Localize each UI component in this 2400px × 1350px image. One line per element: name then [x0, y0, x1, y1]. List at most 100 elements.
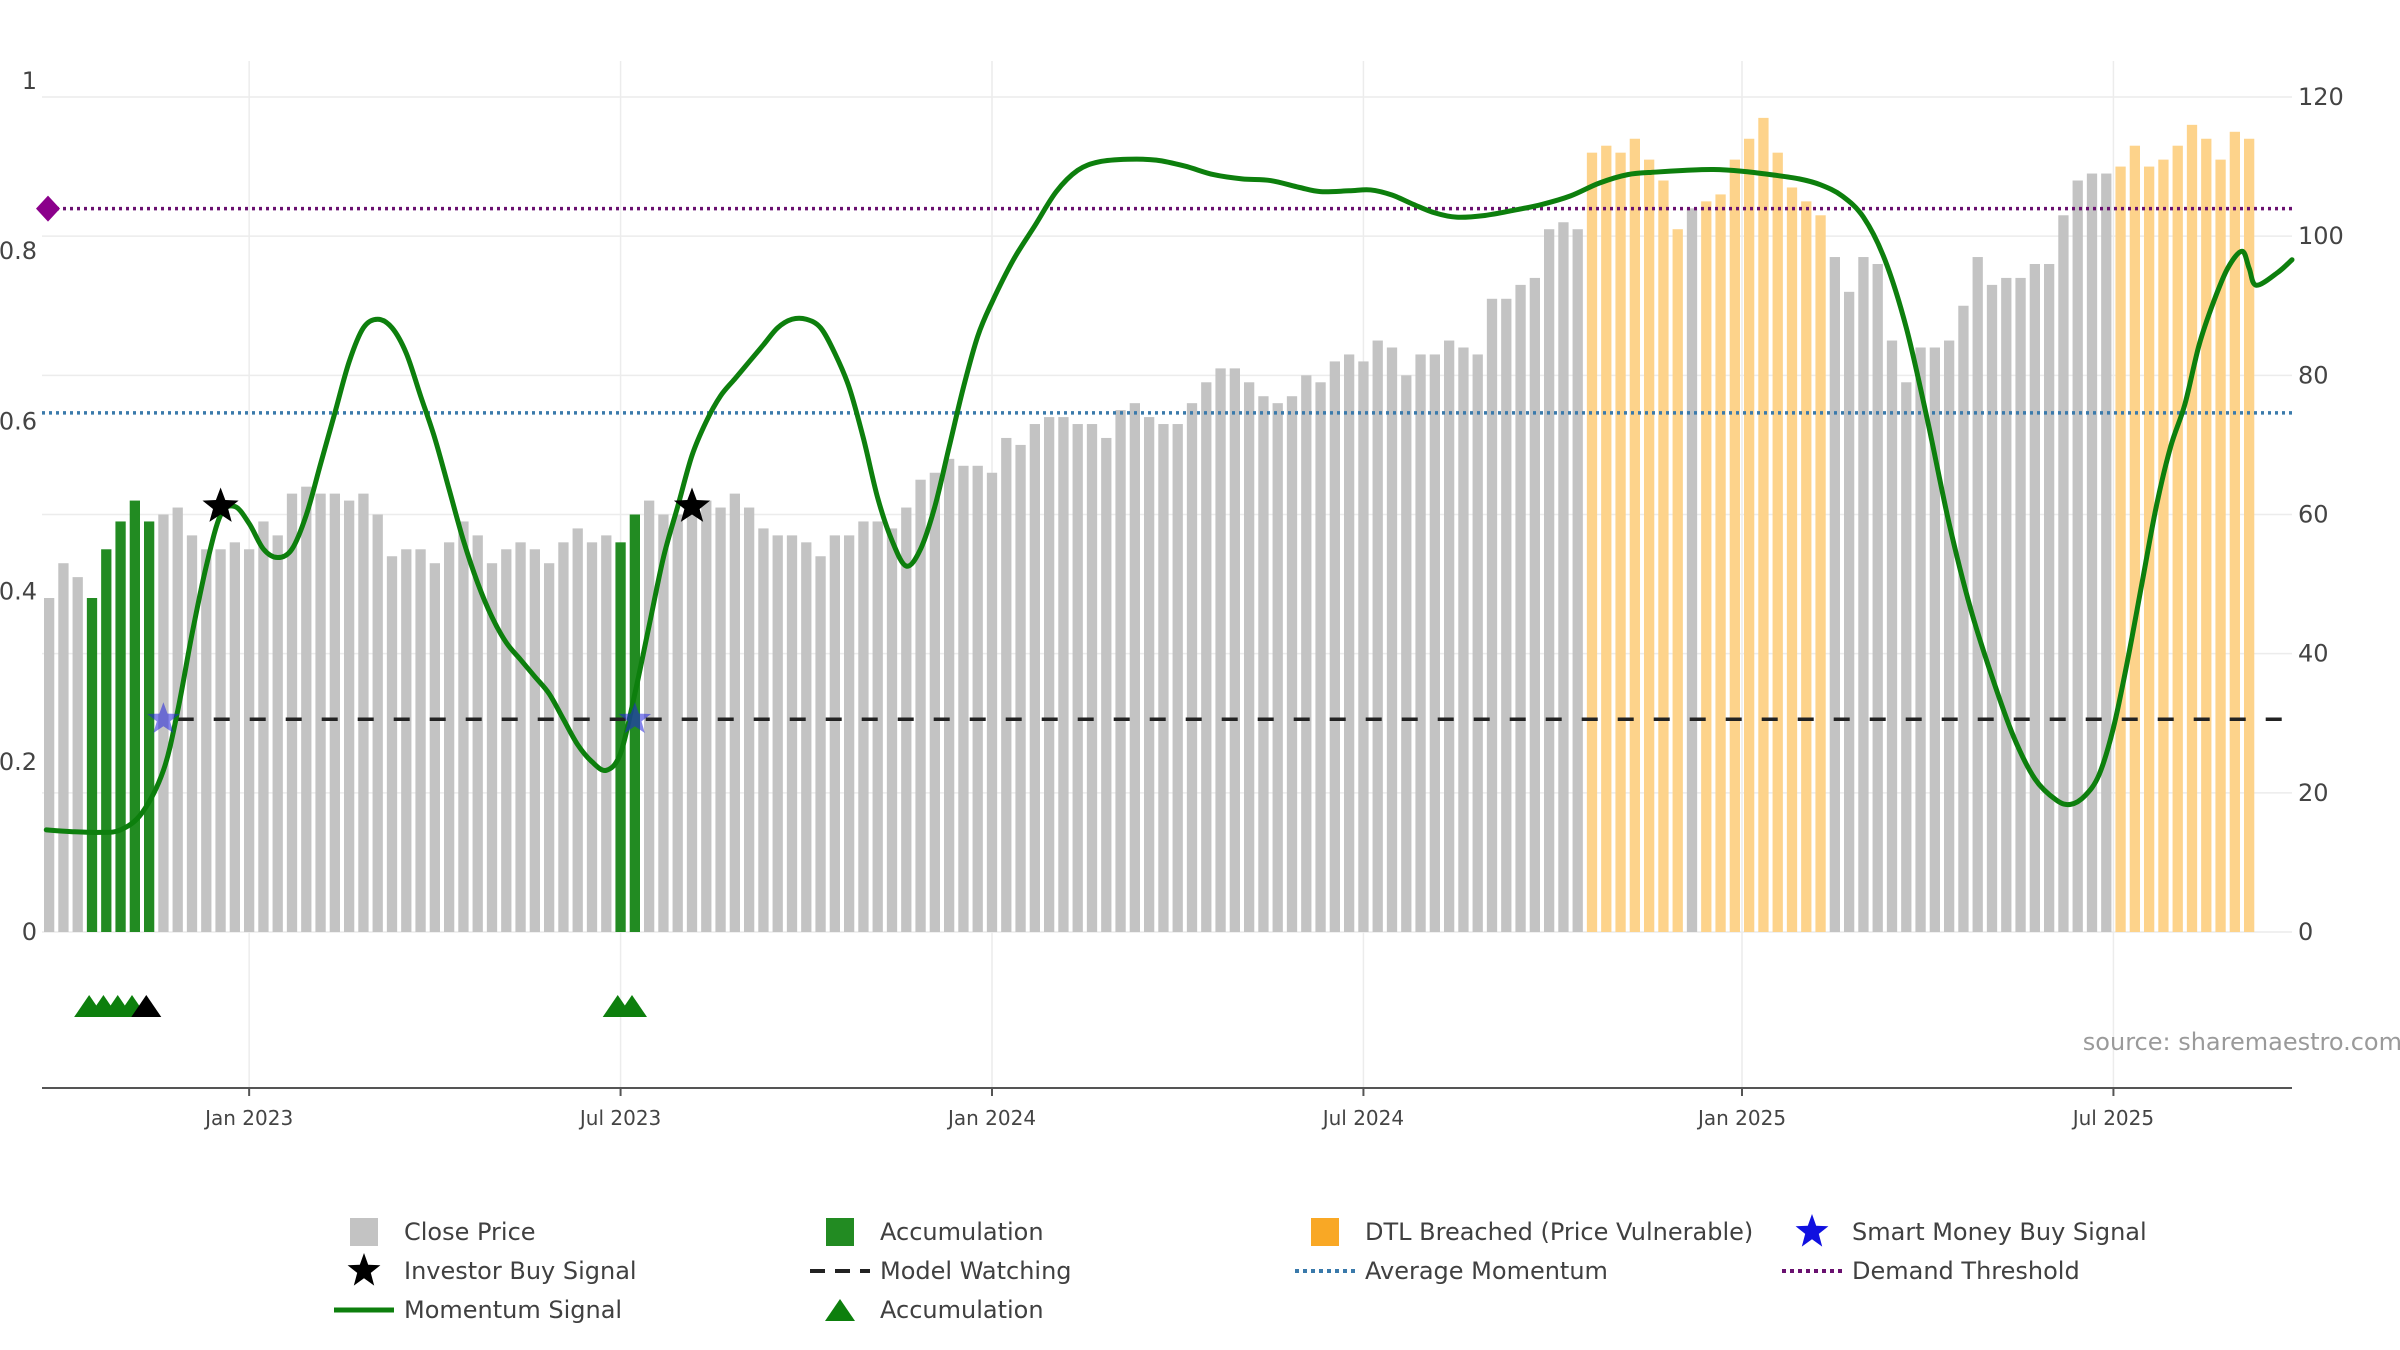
close-price-bar: [972, 465, 983, 932]
close-price-bar: [1044, 417, 1055, 932]
close-price-bar: [1958, 305, 1969, 932]
right-axis-tick-label: 0: [2298, 918, 2313, 946]
close-price-bar: [529, 549, 540, 932]
close-price-bar: [1844, 291, 1855, 932]
left-axis-tick-label: 0.4: [0, 578, 37, 606]
close-price-bar: [1329, 361, 1340, 933]
legend-label: Demand Threshold: [1852, 1256, 2080, 1285]
close-price-bar: [515, 542, 526, 932]
left-axis-tick-label: 0: [22, 918, 37, 946]
close-price-bar: [1244, 382, 1255, 933]
chart: Jan 2023 Jul 2023 Jan 2024 Jul 2024 Jan 2025…: [0, 61, 2400, 1130]
close-price-bar: [1629, 138, 1640, 932]
close-price-bar: [86, 598, 98, 932]
close-price-bar: [2244, 138, 2255, 932]
x-tick-label: Jul 2025: [2071, 1106, 2154, 1130]
close-price-bar: [1472, 354, 1483, 932]
close-price-bar: [58, 563, 69, 932]
close-price-bar: [1029, 424, 1040, 932]
close-price-bar: [615, 542, 626, 932]
green-square-icon: [808, 1212, 872, 1251]
close-price-bar: [301, 486, 312, 932]
legend-item-demand-threshold: Demand Threshold: [1780, 1251, 2147, 1290]
close-price-bar: [1444, 340, 1455, 933]
momentum-signal: [43, 156, 2295, 835]
close-price-bar: [1872, 264, 1883, 932]
close-price-bar: [1315, 382, 1326, 933]
legend-label: Accumulation: [880, 1295, 1044, 1324]
left-axis-tick-label: 0.2: [0, 748, 37, 776]
right-axis-tick-label: 60: [2298, 501, 2329, 529]
close-price-bar: [2044, 264, 2055, 932]
close-price-bar: [858, 521, 869, 932]
close-price-bar: [144, 521, 155, 932]
close-price-bar: [915, 479, 926, 932]
close-price-bar: [1758, 117, 1769, 932]
close-price-bar: [1901, 382, 1912, 933]
close-price-bar: [1686, 208, 1698, 933]
investor-buy-signal: [673, 487, 711, 522]
black-star-icon: [332, 1251, 396, 1290]
x-tick-label: Jul 2024: [1321, 1106, 1404, 1130]
accumulation-triangle: [131, 995, 162, 1017]
close-price-bar: [1715, 194, 1726, 932]
x-tick-label: Jan 2023: [203, 1106, 293, 1130]
smart-money-buy-signal: [618, 702, 651, 733]
close-price-bar: [1815, 215, 1826, 932]
close-price-bar: [2186, 124, 2198, 933]
close-price-bar: [1415, 354, 1426, 932]
close-price-bar: [1344, 354, 1355, 932]
accumulation-triangles: [74, 995, 647, 1017]
close-price-bar: [1658, 180, 1669, 932]
close-price-bar: [1115, 410, 1126, 932]
close-price-bars: [44, 117, 2255, 933]
close-price-bar: [1258, 396, 1269, 932]
close-price-bar: [544, 563, 555, 932]
grey-square-icon: [332, 1212, 396, 1251]
close-price-bar: [2229, 131, 2240, 932]
close-price-bar: [1586, 152, 1598, 932]
demand-threshold-marker: [36, 195, 60, 222]
close-price-bar: [2086, 173, 2098, 932]
close-price-bar: [2101, 173, 2112, 932]
legend-item-dtl-breached: DTL Breached (Price Vulnerable): [1293, 1212, 1753, 1251]
close-price-bar: [644, 500, 655, 932]
close-price-bar: [229, 542, 240, 932]
close-price-bar: [1915, 347, 1926, 932]
close-price-bar: [1058, 417, 1069, 932]
close-price-bar: [44, 598, 55, 932]
close-price-bar: [1558, 222, 1569, 932]
close-price-bar: [401, 549, 412, 932]
close-price-bar: [1929, 347, 1940, 932]
right-axis-tick-label: 20: [2298, 779, 2329, 807]
legend-label: Model Watching: [880, 1256, 1072, 1285]
legend-label: Smart Money Buy Signal: [1852, 1217, 2147, 1246]
close-price-bar: [586, 542, 598, 932]
green-triangle-icon: [808, 1290, 872, 1329]
legend-column-2: Accumulation Model Watching Accumulation: [808, 1212, 1072, 1329]
legend-label: Average Momentum: [1365, 1256, 1608, 1285]
close-price-bar: [1515, 284, 1526, 932]
left-axis-tick-label: 0.8: [0, 237, 37, 265]
legend-column-4: Smart Money Buy Signal Demand Threshold: [1780, 1212, 2147, 1290]
close-price-bar: [1701, 201, 1712, 932]
close-price-bar: [2001, 277, 2012, 933]
close-price-bar: [1615, 152, 1626, 932]
purple-dotted-icon: [1780, 1251, 1844, 1290]
close-price-bar: [701, 500, 712, 932]
close-price-bar: [186, 535, 198, 932]
close-price-bar: [1144, 417, 1155, 932]
close-price-bar: [472, 535, 483, 932]
close-price-bar: [658, 514, 669, 932]
close-price-bar: [1744, 138, 1755, 932]
close-price-bar: [986, 472, 998, 932]
close-price-bar: [1801, 201, 1812, 932]
close-price-bar: [772, 535, 783, 932]
close-price-bar: [2072, 180, 2083, 932]
right-axis-tick-label: 100: [2298, 222, 2344, 250]
close-price-bar: [458, 521, 469, 932]
close-price-bar: [415, 549, 426, 932]
left-axis-tick-label: 1: [22, 67, 37, 95]
close-price-bar: [258, 521, 269, 932]
close-price-bar: [201, 549, 212, 932]
